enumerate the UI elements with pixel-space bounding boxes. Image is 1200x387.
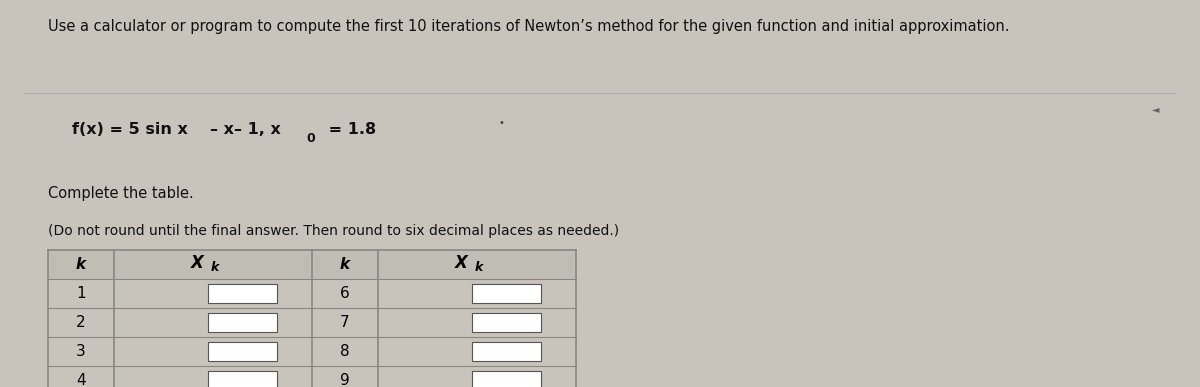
Text: 7: 7 [340,315,350,330]
Bar [378,279,576,308]
Text: k: k [211,262,218,274]
Text: k: k [76,257,86,272]
Text: 2: 2 [76,315,86,330]
Bar [312,366,378,387]
Bar [472,371,541,387]
Bar [114,366,312,387]
Text: – x– 1, x: – x– 1, x [210,122,281,137]
Bar [48,279,114,308]
Text: 3: 3 [76,344,86,359]
Text: k: k [340,257,350,272]
Bar [312,308,378,337]
Text: (Do not round until the final answer. Then round to six decimal places as needed: (Do not round until the final answer. Th… [48,224,619,238]
Bar [378,308,576,337]
Bar [208,371,277,387]
Text: k: k [475,262,482,274]
Bar [378,337,576,366]
Bar [472,313,541,332]
Bar [114,250,312,279]
Bar [48,337,114,366]
Bar [114,279,312,308]
Bar [312,250,378,279]
Text: 6: 6 [340,286,350,301]
Text: 0: 0 [306,132,314,145]
Bar [312,279,378,308]
Bar [378,366,576,387]
Text: = 1.8: = 1.8 [323,122,376,137]
Text: X: X [455,254,468,272]
Bar [208,313,277,332]
Bar [48,366,114,387]
Bar [48,250,114,279]
Bar [208,342,277,361]
Text: 4: 4 [76,373,86,387]
Text: ◄: ◄ [1152,104,1159,115]
Text: Use a calculator or program to compute the first 10 iterations of Newton’s metho: Use a calculator or program to compute t… [48,19,1009,34]
Bar [378,250,576,279]
Text: Complete the table.: Complete the table. [48,186,193,201]
Text: 9: 9 [340,373,350,387]
Bar [48,308,114,337]
Text: 8: 8 [340,344,350,359]
Text: •: • [498,118,504,128]
Bar [312,337,378,366]
Bar [472,284,541,303]
Text: f(x) = 5 sin x: f(x) = 5 sin x [72,122,188,137]
Bar [472,342,541,361]
Bar [114,337,312,366]
Text: 1: 1 [76,286,86,301]
Bar [114,308,312,337]
Bar [208,284,277,303]
Text: X: X [191,254,203,272]
